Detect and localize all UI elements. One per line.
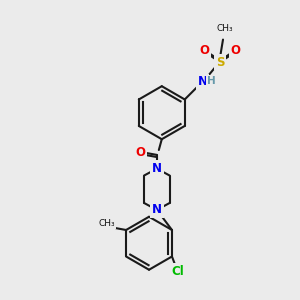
Text: N: N (152, 162, 162, 175)
Text: H: H (207, 76, 216, 86)
Text: S: S (216, 56, 224, 69)
Text: CH₃: CH₃ (217, 24, 233, 33)
Text: O: O (135, 146, 145, 159)
Text: O: O (200, 44, 209, 57)
Text: O: O (231, 44, 241, 57)
Text: N: N (152, 203, 162, 216)
Text: Cl: Cl (172, 265, 184, 278)
Text: CH₃: CH₃ (98, 219, 115, 228)
Text: N: N (197, 75, 207, 88)
